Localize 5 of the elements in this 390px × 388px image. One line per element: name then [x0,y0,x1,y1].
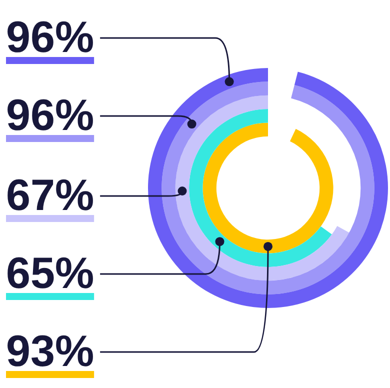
data-label: 93% [6,327,94,376]
data-label: 96% [6,13,94,62]
data-label: 96% [6,91,94,140]
data-label: 65% [6,249,94,298]
data-label: 67% [6,171,94,220]
